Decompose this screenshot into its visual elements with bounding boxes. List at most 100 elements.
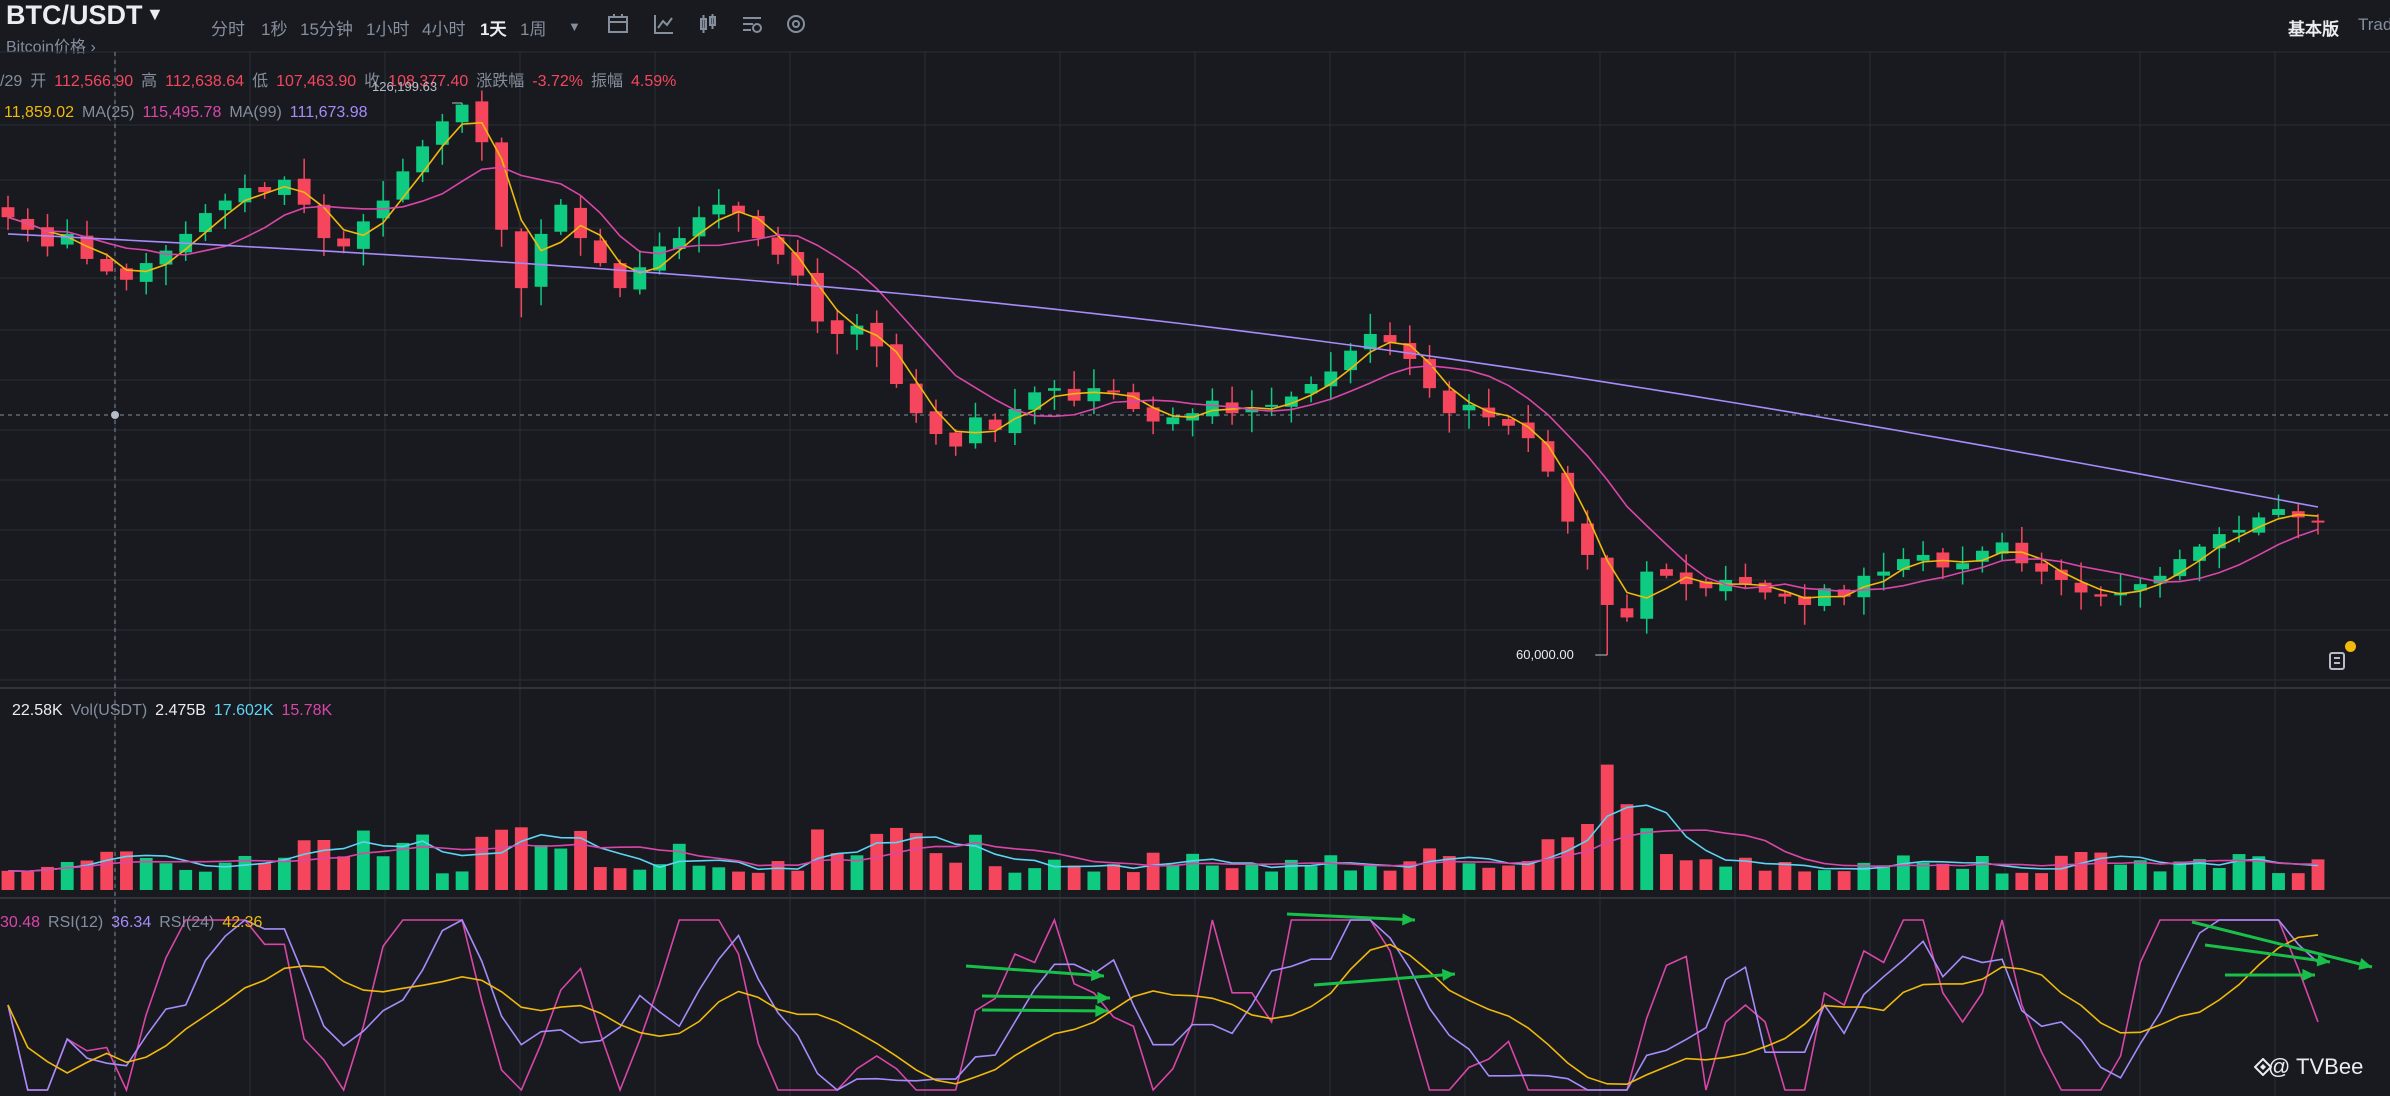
notification-dot <box>2345 641 2356 652</box>
volume-bar <box>692 865 706 890</box>
candle-body <box>1344 350 1357 371</box>
candle-body <box>1284 396 1298 407</box>
volume-ma2-line <box>7 829 2319 873</box>
volume-bar <box>495 829 509 890</box>
volume-bar <box>396 842 410 890</box>
volume-bar <box>1837 871 1851 890</box>
candle-body <box>2133 584 2147 591</box>
volume-bar <box>1660 854 1673 890</box>
trend-arrow-head <box>1090 969 1104 982</box>
tf-1d[interactable]: 1天 <box>480 20 507 39</box>
candle-type-icon[interactable] <box>696 12 720 36</box>
candle-body <box>1047 388 1061 391</box>
volume-bar <box>120 851 133 890</box>
candle-body <box>100 259 114 272</box>
volume-bar <box>1581 824 1594 890</box>
volume-bar <box>2074 852 2088 890</box>
volume-bar <box>969 834 982 890</box>
symbol-title[interactable]: BTC/USDT <box>6 0 143 30</box>
candle-body <box>1837 589 1851 597</box>
candle-body <box>435 121 449 145</box>
change-label: 涨跌幅 <box>476 73 525 90</box>
ma25-label: MA(25) <box>82 104 135 121</box>
high-label: 高 <box>141 73 158 90</box>
volume-bar <box>1087 871 1101 890</box>
amplitude-value: 4.59% <box>630 73 677 90</box>
trend-arrow <box>2191 920 2373 969</box>
tf-1h[interactable]: 1小时 <box>366 20 410 39</box>
volume-bar <box>1146 852 1160 890</box>
volume-bar <box>1521 861 1535 890</box>
volume-bar <box>1067 865 1081 890</box>
volume-bar <box>179 869 193 890</box>
basic-mode-button[interactable]: 基本版 <box>2288 20 2339 39</box>
candle-body <box>120 268 133 280</box>
volume-bar <box>1817 870 1831 890</box>
volume-bar <box>218 862 232 890</box>
volume-bar <box>21 871 35 890</box>
candle-body <box>139 263 153 282</box>
volume-bar <box>376 856 390 890</box>
candle-body <box>2094 594 2108 597</box>
volume-bar <box>41 866 54 890</box>
volume-bar <box>811 829 824 890</box>
indicator-chart-icon[interactable] <box>652 12 676 36</box>
volume-bar <box>2291 873 2305 890</box>
order-book-toggle-icon[interactable] <box>2326 650 2348 672</box>
amplitude-label: 振幅 <box>590 73 623 90</box>
candle-body <box>1 207 15 218</box>
tf-1s[interactable]: 1秒 <box>261 20 288 39</box>
symbol-dropdown-icon[interactable]: ▼ <box>146 4 164 24</box>
tradingview-mode-button[interactable]: Trad <box>2358 15 2390 34</box>
candle-body <box>218 200 232 211</box>
volume-ma1-line <box>7 804 2319 873</box>
trend-arrow <box>981 994 1111 1000</box>
volume-bar <box>1383 870 1397 890</box>
volume-bar <box>1758 870 1772 890</box>
calendar-icon[interactable] <box>606 12 630 36</box>
trend-arrow <box>2204 943 2331 964</box>
ma99-label: MA(99) <box>229 104 282 121</box>
candle-body <box>1245 409 1259 413</box>
drawing-settings-icon[interactable] <box>740 12 764 36</box>
candle-body <box>1067 388 1081 401</box>
volume-bar <box>2252 856 2266 890</box>
candle-body <box>1916 554 1930 561</box>
volume-bar <box>1936 863 1950 890</box>
volume-bar <box>2212 867 2226 890</box>
volume-bar <box>1186 853 1200 890</box>
volume-bar <box>1877 865 1891 890</box>
volume-bar <box>1620 804 1634 890</box>
candle-body <box>1028 392 1042 410</box>
volume-bar <box>1896 855 1910 890</box>
ma25-line <box>7 166 2319 593</box>
candle-body <box>554 204 568 232</box>
tf-more-dropdown-icon[interactable]: ▼ <box>568 19 581 34</box>
volume-bar <box>1995 873 2009 890</box>
candle-body <box>2272 509 2285 515</box>
volume-bar <box>1284 859 1298 890</box>
volume-bar <box>1541 839 1555 890</box>
volume-bar <box>2193 859 2206 890</box>
tf-time-sharing[interactable]: 分时 <box>211 20 245 39</box>
candle-body <box>732 205 745 214</box>
volume-bar <box>199 871 212 890</box>
candle-body <box>1640 571 1654 619</box>
settings-gear-icon[interactable] <box>784 12 808 36</box>
candle-body <box>416 146 430 173</box>
high-price-marker: 126,199.63 <box>372 79 438 94</box>
volume-bar <box>2272 873 2285 890</box>
tf-4h[interactable]: 4小时 <box>422 20 466 39</box>
volume-bar <box>1423 848 1436 890</box>
candle-body <box>1620 608 1634 618</box>
volume-bar <box>534 845 548 890</box>
tf-15m[interactable]: 15分钟 <box>300 20 353 39</box>
tf-1w[interactable]: 1周 <box>520 20 547 39</box>
low-label: 低 <box>252 73 269 90</box>
candle-body <box>2193 546 2206 561</box>
candle-body <box>2054 569 2068 580</box>
volume-bar <box>830 853 844 890</box>
candle-body <box>1265 404 1279 407</box>
candle-body <box>514 231 528 289</box>
